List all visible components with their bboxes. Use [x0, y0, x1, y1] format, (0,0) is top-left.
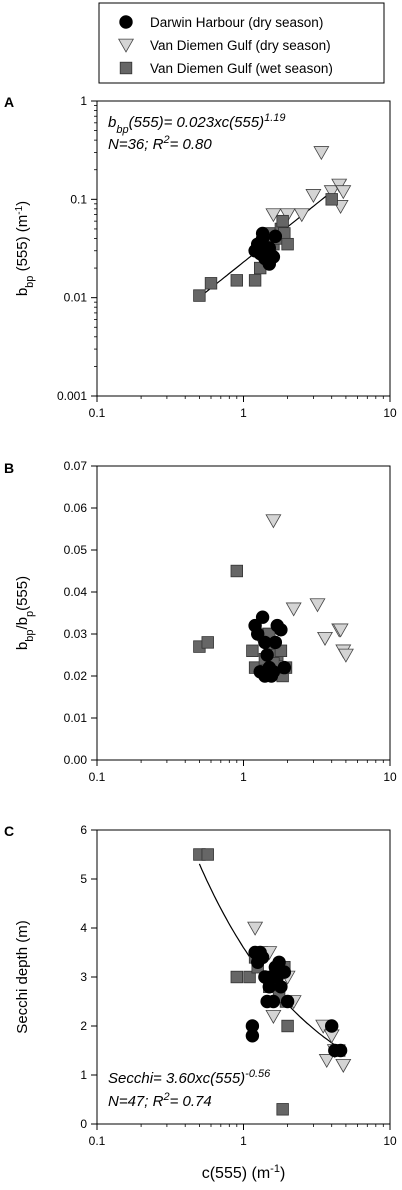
data-point — [230, 274, 243, 287]
y-tick-label: 3 — [80, 970, 87, 984]
data-point — [285, 602, 302, 617]
x-tick-label: 0.1 — [89, 406, 106, 420]
data-point — [276, 214, 289, 228]
data-point — [335, 1058, 352, 1073]
data-point — [317, 631, 333, 646]
panel-a: A 0.1 1 10 0.001 0.01 0.1 1 bbp (555) (m-1) bbp(5… — [4, 94, 397, 420]
data-point — [230, 564, 243, 578]
data-point — [280, 994, 295, 1009]
data-point — [247, 921, 264, 936]
data-point — [325, 193, 338, 206]
y-tick-label: 0.00 — [64, 753, 88, 767]
panel-c: C 0.1 1 10 0 1 2 3 4 5 6 Secchi depth (m) c(555) (m-… — [4, 823, 397, 1182]
y-tick-label: 0.06 — [64, 501, 88, 515]
data-point — [325, 1019, 339, 1033]
data-point — [255, 610, 270, 624]
y-axis-label: Secchi depth (m) — [14, 920, 31, 1033]
data-point — [277, 965, 292, 979]
data-point — [266, 665, 281, 679]
legend-marker — [119, 61, 133, 75]
y-tick-label: 0.03 — [64, 627, 88, 641]
x-tick-label: 1 — [240, 406, 247, 420]
data-point — [318, 1054, 335, 1069]
x-tick-label: 10 — [383, 406, 397, 420]
legend: Darwin Harbour (dry season) Van Diemen Gu… — [98, 2, 385, 84]
x-tick-label: 10 — [383, 1134, 397, 1148]
data-point — [265, 1009, 282, 1024]
data-point — [246, 644, 259, 658]
data-point — [274, 623, 288, 637]
panel-letter: B — [4, 460, 14, 476]
data-point — [333, 1043, 348, 1058]
data-point — [255, 950, 270, 965]
x-tick-label: 0.1 — [89, 1134, 106, 1148]
equation-text: bbp(555)= 0.023xc(555)1.19 — [108, 112, 286, 136]
data-point — [258, 635, 272, 650]
panel-b: B 0.1 1 10 0.00 0.01 0.02 0.03 0.04 0.05 0.06 0.07 b… — [4, 459, 397, 784]
legend-label: Darwin Harbour (dry season) — [150, 15, 323, 30]
data-point — [204, 277, 218, 290]
y-tick-label: 0.01 — [64, 291, 88, 305]
data-point — [309, 598, 326, 613]
y-tick-label: 0.07 — [64, 459, 88, 473]
legend-marker — [119, 15, 133, 29]
data-point — [201, 848, 214, 861]
data-point — [337, 648, 354, 663]
data-point — [276, 1103, 289, 1116]
y-tick-label: 0.001 — [57, 389, 87, 403]
data-point — [245, 1029, 260, 1043]
plot-frame — [96, 465, 391, 761]
y-axis-label: bbp (555) (m-1) — [14, 201, 37, 296]
stats-text: N=47; R2= 0.74 — [108, 1091, 212, 1110]
data-point — [260, 648, 274, 662]
x-tick-label: 1 — [240, 770, 247, 784]
data-point — [262, 241, 276, 255]
data-point — [193, 289, 206, 302]
data-point — [243, 970, 256, 984]
legend-marker — [118, 38, 134, 53]
x-tick-label: 1 — [240, 1134, 247, 1148]
panel-letter: A — [4, 94, 14, 110]
data-point — [265, 514, 282, 529]
data-point — [281, 237, 294, 251]
data-point — [255, 226, 270, 241]
data-point — [335, 185, 352, 200]
stats-text: N=36; R2= 0.80 — [108, 134, 212, 153]
legend-label: Van Diemen Gulf (wet season) — [150, 61, 333, 76]
data-point — [268, 229, 283, 244]
y-tick-label: 0.04 — [64, 585, 88, 599]
legend-box — [98, 2, 385, 84]
data-point — [230, 970, 243, 984]
y-tick-label: 0.1 — [70, 192, 87, 206]
x-tick-label: 10 — [383, 770, 397, 784]
data-point — [274, 980, 288, 994]
data-point — [305, 189, 322, 204]
y-tick-label: 4 — [80, 921, 87, 935]
data-point — [201, 636, 214, 649]
x-axis-label: c(555) (m-1) — [202, 1163, 286, 1182]
y-tick-label: 0.01 — [64, 711, 88, 725]
legend-label: Van Diemen Gulf (dry season) — [150, 38, 331, 53]
data-point — [323, 185, 340, 200]
y-tick-label: 0 — [80, 1117, 87, 1131]
y-tick-label: 1 — [80, 1068, 87, 1082]
y-tick-label: 0.02 — [64, 669, 88, 683]
data-point — [313, 146, 330, 161]
y-tick-label: 6 — [80, 823, 87, 837]
y-axis-label: bbp/bp(555) — [14, 576, 36, 650]
y-tick-label: 2 — [80, 1019, 87, 1033]
data-point — [266, 994, 281, 1009]
panel-letter: C — [4, 823, 14, 839]
equation-text: Secchi= 3.60xc(555)-0.56 — [108, 1068, 271, 1087]
y-tick-label: 0.05 — [64, 543, 88, 557]
data-point — [281, 1019, 294, 1033]
y-tick-label: 5 — [80, 872, 87, 886]
x-tick-label: 0.1 — [89, 770, 106, 784]
data-point — [332, 623, 349, 638]
data-point — [248, 274, 262, 287]
y-tick-label: 1 — [80, 94, 87, 108]
data-point — [293, 208, 310, 223]
